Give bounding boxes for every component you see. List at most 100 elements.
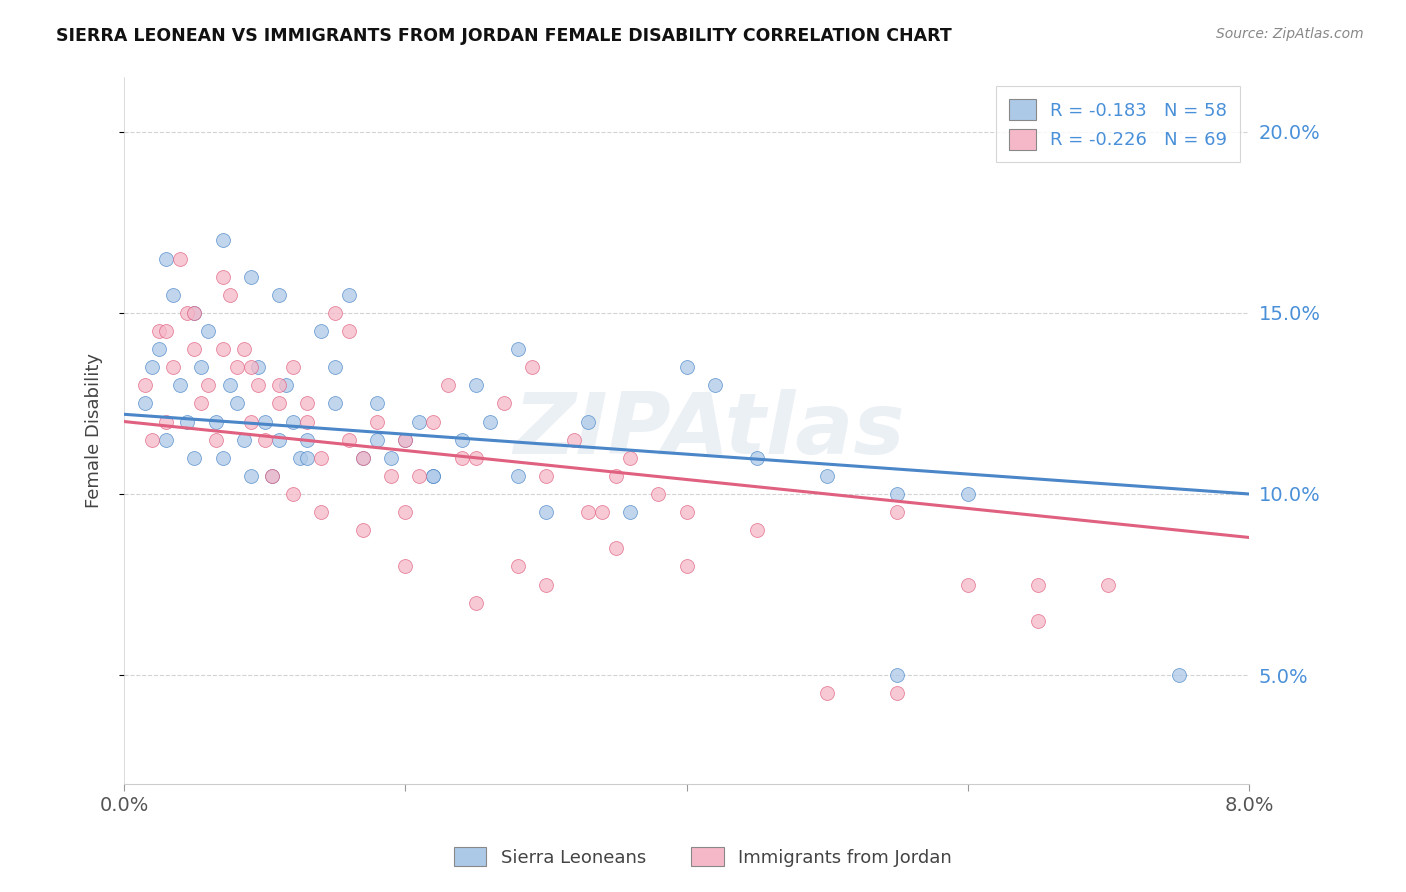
Point [815, 468, 838, 483]
Point [218, 378, 240, 392]
Point [190, 396, 212, 410]
Point [450, 450, 472, 465]
Point [562, 433, 585, 447]
Point [394, 505, 416, 519]
Point [267, 287, 290, 301]
Point [211, 234, 233, 248]
Point [394, 433, 416, 447]
Point [534, 468, 557, 483]
Point [408, 415, 430, 429]
Point [492, 396, 515, 410]
Point [886, 668, 908, 682]
Point [1026, 614, 1049, 628]
Point [225, 360, 247, 375]
Point [183, 342, 205, 356]
Point [394, 559, 416, 574]
Point [323, 306, 346, 320]
Point [352, 450, 374, 465]
Point [576, 505, 599, 519]
Point [183, 306, 205, 320]
Point [204, 433, 226, 447]
Point [675, 505, 697, 519]
Point [162, 287, 184, 301]
Point [267, 433, 290, 447]
Point [956, 577, 979, 591]
Point [246, 360, 269, 375]
Point [155, 415, 177, 429]
Legend: R = -0.183   N = 58, R = -0.226   N = 69: R = -0.183 N = 58, R = -0.226 N = 69 [995, 87, 1240, 162]
Point [464, 378, 486, 392]
Text: SIERRA LEONEAN VS IMMIGRANTS FROM JORDAN FEMALE DISABILITY CORRELATION CHART: SIERRA LEONEAN VS IMMIGRANTS FROM JORDAN… [56, 27, 952, 45]
Point [274, 378, 297, 392]
Point [675, 559, 697, 574]
Text: Source: ZipAtlas.com: Source: ZipAtlas.com [1216, 27, 1364, 41]
Point [141, 433, 163, 447]
Point [506, 468, 529, 483]
Point [253, 415, 276, 429]
Point [281, 415, 304, 429]
Point [260, 468, 283, 483]
Point [366, 415, 388, 429]
Point [176, 415, 198, 429]
Point [204, 415, 226, 429]
Point [211, 342, 233, 356]
Point [745, 450, 768, 465]
Text: ZIPAtlas: ZIPAtlas [513, 389, 905, 472]
Point [352, 450, 374, 465]
Point [190, 360, 212, 375]
Point [380, 450, 402, 465]
Point [169, 378, 191, 392]
Point [267, 378, 290, 392]
Point [394, 433, 416, 447]
Point [281, 487, 304, 501]
Point [183, 450, 205, 465]
Point [464, 596, 486, 610]
Point [295, 450, 318, 465]
Point [366, 396, 388, 410]
Point [380, 468, 402, 483]
Point [281, 360, 304, 375]
Point [176, 306, 198, 320]
Point [605, 541, 627, 556]
Point [183, 306, 205, 320]
Y-axis label: Female Disability: Female Disability [86, 353, 103, 508]
Point [155, 433, 177, 447]
Point [675, 360, 697, 375]
Point [886, 505, 908, 519]
Point [295, 433, 318, 447]
Point [337, 433, 360, 447]
Point [225, 396, 247, 410]
Point [534, 577, 557, 591]
Point [309, 450, 332, 465]
Point [288, 450, 311, 465]
Point [366, 433, 388, 447]
Point [1167, 668, 1189, 682]
Point [352, 523, 374, 537]
Legend: Sierra Leoneans, Immigrants from Jordan: Sierra Leoneans, Immigrants from Jordan [447, 840, 959, 874]
Point [605, 468, 627, 483]
Point [155, 252, 177, 266]
Point [162, 360, 184, 375]
Point [956, 487, 979, 501]
Point [1026, 577, 1049, 591]
Point [506, 559, 529, 574]
Point [591, 505, 613, 519]
Point [239, 360, 262, 375]
Point [408, 468, 430, 483]
Point [169, 252, 191, 266]
Point [155, 324, 177, 338]
Point [886, 686, 908, 700]
Point [232, 433, 254, 447]
Point [309, 505, 332, 519]
Point [647, 487, 669, 501]
Point [478, 415, 501, 429]
Point [464, 450, 486, 465]
Point [436, 378, 458, 392]
Point [703, 378, 725, 392]
Point [309, 324, 332, 338]
Point [422, 468, 444, 483]
Point [260, 468, 283, 483]
Point [148, 324, 170, 338]
Point [520, 360, 543, 375]
Point [253, 433, 276, 447]
